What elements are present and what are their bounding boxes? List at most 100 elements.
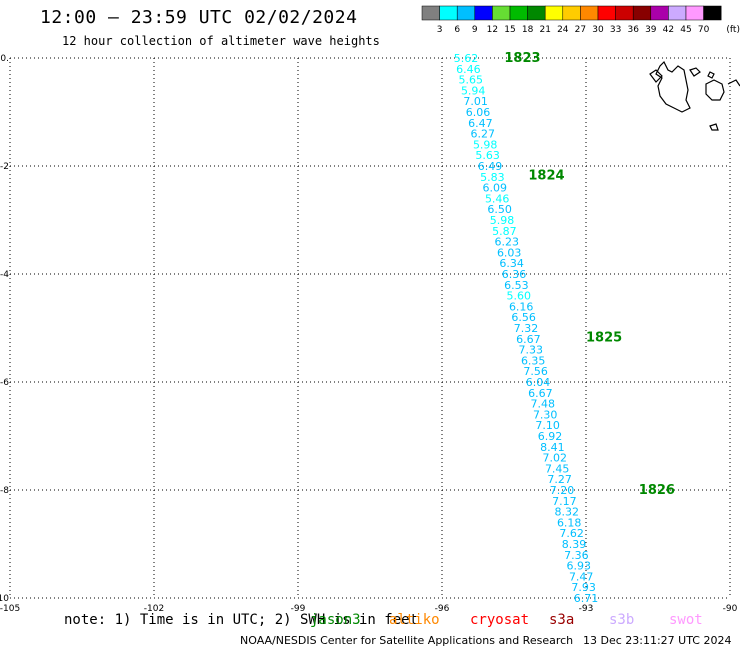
colorbar-swatch [668,5,687,21]
colorbar-label: 6 [454,25,460,35]
colorbar-swatch [615,5,634,21]
satellite-legend-swot: swot [669,612,703,628]
y-tick-label: -4 [0,270,9,280]
satellite-legend-altiko: altiko [389,612,440,628]
colorbar-swatch [456,5,476,21]
swh-point: 7.45 [545,462,570,475]
swh-point: 6.53 [504,279,529,292]
colorbar-swatch [597,5,616,21]
swh-point: 6.67 [528,387,553,400]
swh-point: 6.35 [521,354,546,367]
swh-point: 6.93 [567,560,592,573]
swh-point: 7.48 [531,398,556,411]
island-isabela [655,60,691,113]
time-label: 1826 [639,483,675,498]
swh-point: 7.17 [552,495,577,508]
swh-point: 5.98 [490,214,515,227]
y-tick-label: -10 [0,594,9,604]
time-label: 1824 [528,169,564,184]
swh-point: 6.46 [456,63,481,76]
note-text: note: 1) Time is in UTC; 2) SWH is in fe… [64,612,419,628]
colorbar-label: 3 [437,25,443,35]
swh-point: 7.56 [523,365,548,378]
swh-point: 6.16 [509,300,534,313]
swh-point: 5.60 [507,290,532,303]
satellite-legend-cryosat: cryosat [470,612,530,628]
swh-point: 5.87 [492,225,517,238]
colorbar-label: 9 [472,25,478,35]
swh-point: 6.56 [511,311,536,324]
colorbar-label: 24 [557,25,569,35]
colorbar-swatch [509,5,528,21]
data-marks: 5.626.465.655.947.016.066.476.275.985.63… [454,51,675,605]
colorbar-label: 70 [698,25,710,35]
swh-point: 6.18 [557,516,582,529]
swh-point: 7.27 [547,473,572,486]
x-tick-label: -105 [0,604,20,614]
swh-point: 6.67 [516,333,541,346]
swh-point: 6.92 [538,430,563,443]
x-tick-label: -96 [435,604,450,614]
colorbar-swatch [492,5,511,21]
colorbar-label: 15 [504,25,515,35]
chart-subtitle: 12 hour collection of altimeter wave hei… [62,34,380,48]
swh-point: 7.01 [463,95,488,108]
colorbar-label: 39 [645,25,657,35]
colorbar-swatch [562,5,581,21]
x-tick-label: -99 [291,604,306,614]
island-small-1 [689,67,701,77]
swh-point: 6.49 [478,160,503,173]
swh-point: 7.30 [533,408,558,421]
colorbar-swatch [544,5,564,21]
chart-title: 12:00 – 23:59 UTC 02/02/2024 [40,7,358,28]
swh-point: 5.65 [459,74,484,87]
island-santa-cruz [705,79,725,101]
colorbar-swatch [527,5,546,21]
swh-point: 6.06 [466,106,491,119]
swh-point: 6.36 [502,268,527,281]
island-small-2 [707,71,715,79]
swh-point: 6.50 [487,203,512,216]
swh-point: 6.27 [471,128,496,141]
swh-point: 7.62 [559,527,584,540]
x-tick-label: -102 [144,604,164,614]
y-tick-label: -2 [0,162,9,172]
swh-point: 5.46 [485,192,510,205]
swh-point: 7.10 [535,419,560,432]
swh-point: 7.47 [569,570,594,583]
colorbar-legend: 3 6 9 12 15 18 21 24 27 30 33 36 39 42 45 70 (ft) [421,5,740,35]
colorbar-swatch [632,5,652,21]
swh-point: 5.83 [480,171,505,184]
colorbar-swatch [650,5,669,21]
footer-credit: NOAA/NESDIS Center for Satellite Applica… [240,634,574,647]
swh-point: 7.20 [550,484,575,497]
y-tick-label: -8 [0,486,9,496]
colorbar-swatch [439,5,458,21]
swh-point: 7.93 [571,581,596,594]
x-tick-label: -90 [723,604,738,614]
satellite-legend-s3a: s3a [549,612,575,628]
swh-point: 8.39 [562,538,587,551]
colorbar-label: 18 [522,25,534,35]
chart-axes: -105 -102 -99 -96 -93 -90 0. -2 -4 -6 -8 -10 [0,54,738,614]
colorbar-unit: (ft) [726,25,740,35]
colorbar-label: 21 [539,25,550,35]
swh-point: 5.63 [475,149,500,162]
swh-point: 6.34 [499,257,524,270]
swh-point: 8.41 [540,441,565,454]
swh-point: 5.62 [454,52,479,65]
footer-timestamp: 13 Dec 23:11:27 UTC 2024 [583,634,732,647]
satellite-legend-jason3: jason3 [310,612,361,628]
satellite-legend-s3b: s3b [609,612,635,628]
swh-point: 7.02 [543,452,568,465]
swh-point: 8.32 [555,506,580,519]
colorbar-label: 30 [592,25,604,35]
swh-point: 6.04 [526,376,551,389]
swh-point: 7.32 [514,322,539,335]
colorbar-label: 45 [680,25,691,35]
island-san-cristobal [727,79,740,87]
galapagos-coastline [649,60,740,131]
colorbar-label: 27 [575,25,586,35]
colorbar-swatch [474,5,493,21]
